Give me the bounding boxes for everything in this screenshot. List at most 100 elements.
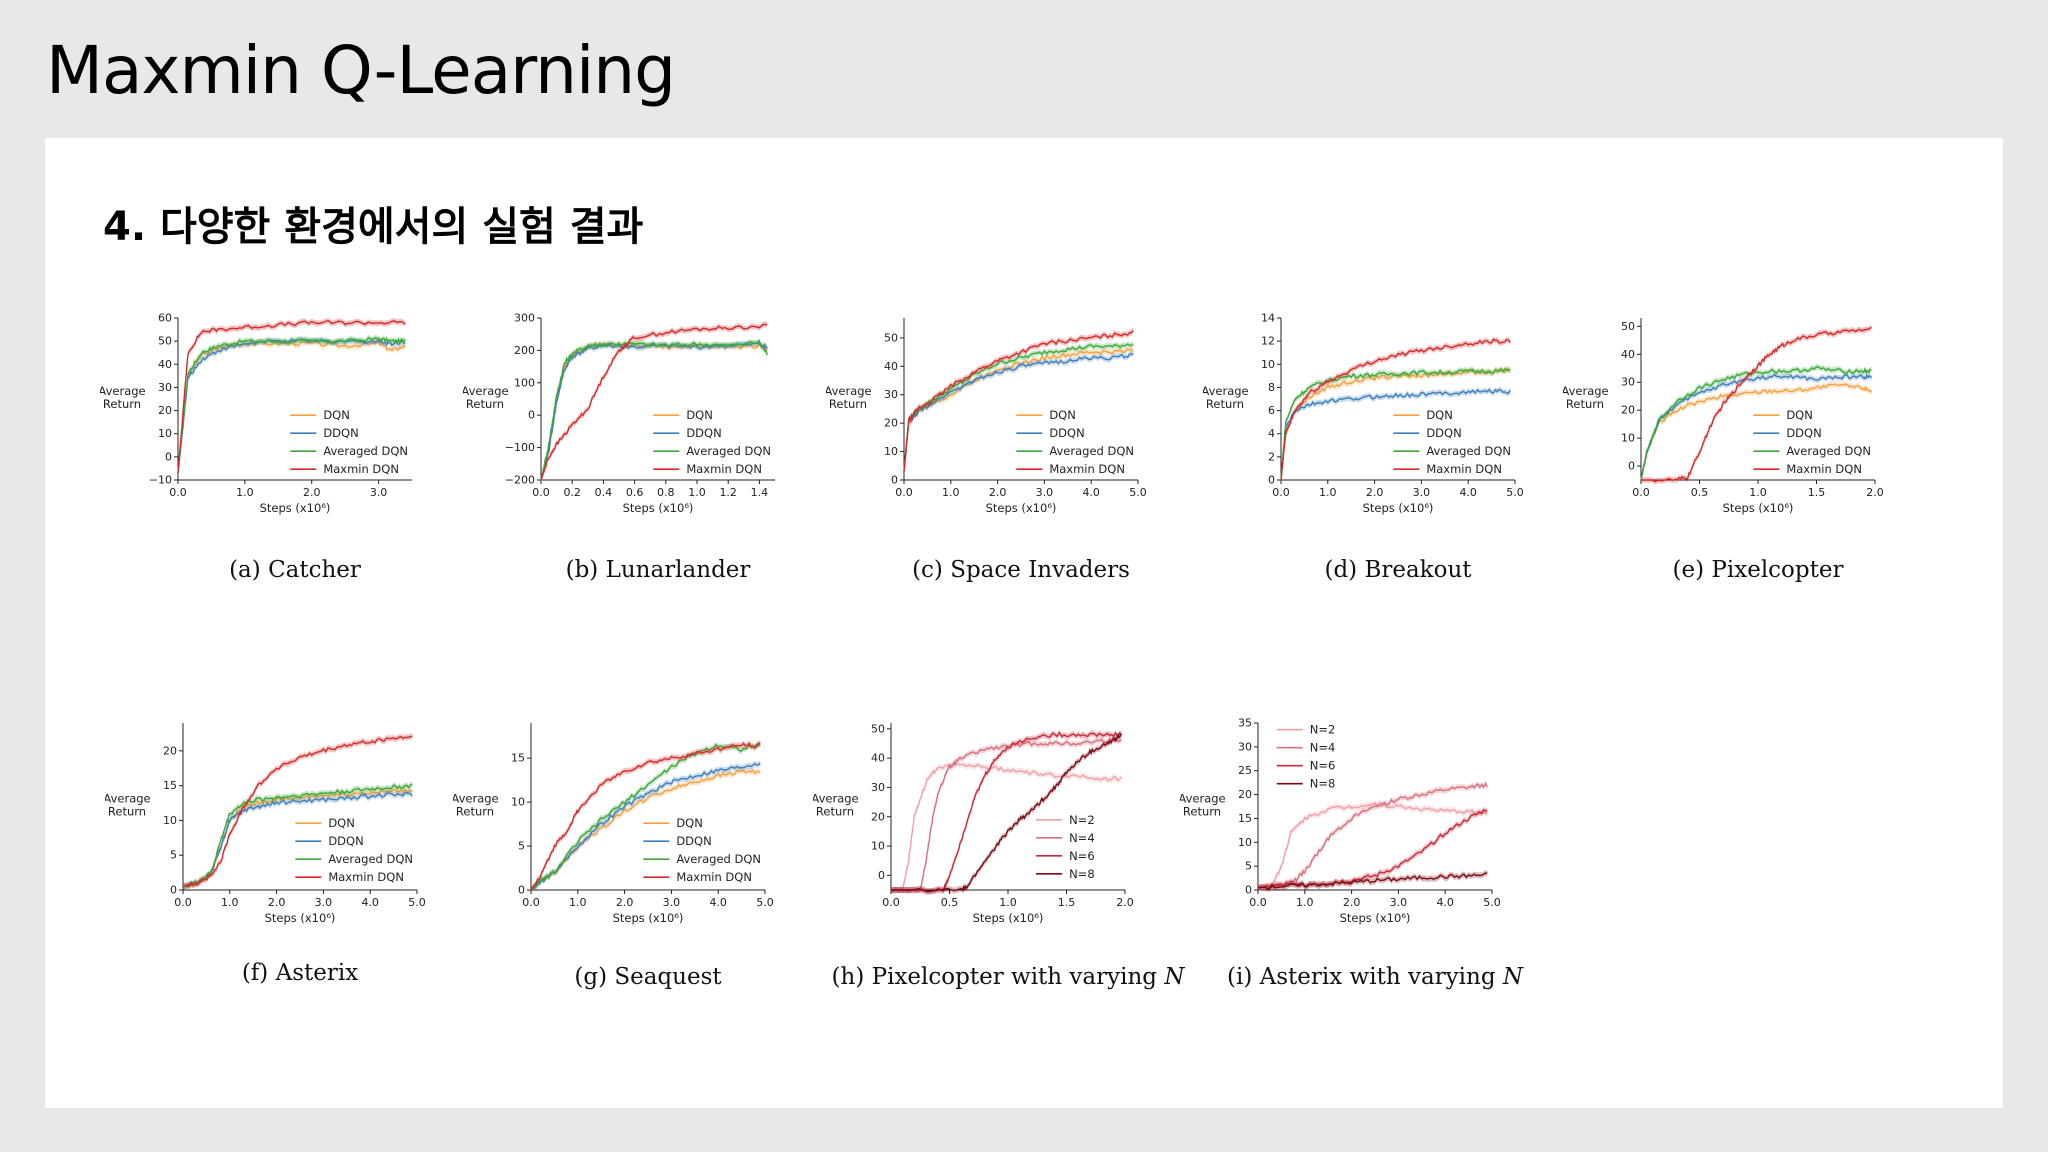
y-tick-label: 10 <box>158 427 172 440</box>
legend-entry: DDQN <box>323 426 358 440</box>
chart-svg: 0 10 20 30 40 50 0.0 0.5 1.0 1.5 2.0 Average Return S… <box>813 722 1133 925</box>
series-line-maxmin-dqn <box>903 329 1134 472</box>
y-tick-label: 20 <box>871 810 885 823</box>
x-tick-label: 0.5 <box>941 896 959 909</box>
caption-lunarlander: (b) Lunarlander <box>566 557 751 583</box>
series-line-averaged-dqn <box>540 339 768 481</box>
section-title: 4. 다양한 환경에서의 실험 결과 <box>103 204 644 250</box>
x-tick-label: 2.0 <box>303 486 321 499</box>
y-tick-label: −200 <box>505 474 535 487</box>
chart-svg: 0 5 10 15 20 25 30 35 0.0 1.0 2.0 3.0 4.0 5.0 Average R… <box>1180 717 1500 925</box>
y-tick-label: 40 <box>884 360 898 373</box>
x-tick-label: 5.0 <box>1506 486 1523 499</box>
legend-entry: DQN <box>1049 408 1076 422</box>
series-line-maxmin-dqn <box>1641 326 1872 483</box>
x-tick-label: 4.0 <box>1459 486 1477 499</box>
y-tick-label: 20 <box>1621 404 1635 417</box>
caption-label: (d) <box>1324 557 1365 583</box>
series-line-maxmin-dqn <box>530 742 761 891</box>
x-tick-label: 0.2 <box>563 486 581 499</box>
caption-label: (a) <box>229 557 269 583</box>
legend-entry: Averaged DQN <box>1786 444 1871 458</box>
series-line-n-4 <box>891 737 1122 893</box>
x-axis-label: Steps (x10⁶) <box>973 911 1044 925</box>
x-tick-label: 5.0 <box>1129 486 1146 499</box>
y-tick-label: 10 <box>1621 432 1635 445</box>
legend-entry: DDQN <box>1049 426 1084 440</box>
caption-space-invaders: (c) Space Invaders <box>912 557 1130 583</box>
legend-entry: Averaged DQN <box>328 852 413 866</box>
series-band-averaged-dqn <box>541 338 768 483</box>
x-tick-label: 3.0 <box>1036 486 1054 499</box>
caption-env: Asterix with varying <box>1259 964 1496 990</box>
y-tick-label: 50 <box>1621 320 1635 333</box>
y-axis-label: Average Return <box>105 792 151 819</box>
x-axis-label: Steps (x10⁶) <box>1723 501 1794 515</box>
x-tick-label: 1.5 <box>1058 896 1076 909</box>
x-tick-label: 0.0 <box>1272 486 1290 499</box>
y-tick-label: 100 <box>514 376 535 389</box>
x-tick-label: 2.0 <box>616 896 634 909</box>
chart-asterix-varying-n: 0 5 10 15 20 25 30 35 0.0 1.0 2.0 3.0 4.0 5.0 Average R… <box>1180 717 1500 932</box>
y-tick-label: 0 <box>528 409 535 422</box>
legend-entry: N=8 <box>1069 867 1095 881</box>
y-tick-label: 40 <box>1621 348 1635 361</box>
y-tick-label: 12 <box>1261 335 1275 348</box>
x-tick-label: 0.0 <box>169 486 187 499</box>
chart-breakout: 0 2 4 6 8 10 12 14 0.0 1.0 2.0 3.0 4.0 5.0 Average Retu… <box>1203 312 1523 522</box>
x-tick-label: 0.0 <box>1632 486 1650 499</box>
x-tick-label: 0.8 <box>657 486 675 499</box>
series-line-n-6 <box>891 731 1123 893</box>
y-tick-label: 4 <box>1268 427 1275 440</box>
x-axis-label: Steps (x10⁶) <box>1363 501 1434 515</box>
legend-entry: DQN <box>686 408 713 422</box>
chart-svg: 0 5 10 15 20 0.0 1.0 2.0 3.0 4.0 5.0 Average Return S… <box>105 723 425 925</box>
caption-env: Space Invaders <box>950 557 1130 583</box>
y-tick-label: 0 <box>518 884 525 897</box>
legend-entry: Maxmin DQN <box>1786 462 1862 476</box>
y-tick-label: 15 <box>1238 812 1252 825</box>
x-tick-label: 1.0 <box>942 486 960 499</box>
chart-svg: −10 0 10 20 30 40 50 60 0.0 1.0 2.0 3.0 Average Retur… <box>100 312 412 515</box>
y-tick-label: 20 <box>884 417 898 430</box>
x-tick-label: 4.0 <box>709 896 727 909</box>
x-tick-label: 1.0 <box>1296 896 1314 909</box>
x-tick-label: 1.0 <box>688 486 706 499</box>
x-tick-label: 1.0 <box>1319 486 1337 499</box>
x-axis-label: Steps (x10⁶) <box>1340 911 1411 925</box>
y-tick-label: 0 <box>1268 474 1275 487</box>
y-axis-label: Average Return <box>1563 384 1609 411</box>
chart-pixelcopter: 0 10 20 30 40 50 0.0 0.5 1.0 1.5 2.0 Average Return S… <box>1563 312 1883 522</box>
y-axis-label: Average Return <box>1180 792 1226 819</box>
y-tick-label: 25 <box>1238 764 1252 777</box>
y-tick-label: −10 <box>149 474 172 487</box>
legend-entry: DQN <box>1786 408 1813 422</box>
x-tick-label: 3.0 <box>315 896 333 909</box>
caption-env: Seaquest <box>614 964 722 990</box>
chart-lunarlander: −200 −100 0 100 200 300 0.0 0.2 0.4 0.6 0.8 1.0 1.2 1… <box>463 312 783 522</box>
caption-variable: N <box>1157 964 1185 990</box>
chart-svg: 0 10 20 30 40 50 0.0 0.5 1.0 1.5 2.0 Average Return S… <box>1563 318 1883 515</box>
y-tick-label: 50 <box>884 331 898 344</box>
legend-entry: Averaged DQN <box>686 444 771 458</box>
y-tick-label: 60 <box>158 312 172 325</box>
series-line-averaged-dqn <box>1280 367 1511 481</box>
y-tick-label: 20 <box>1238 788 1252 801</box>
caption-env: Breakout <box>1364 557 1472 583</box>
legend-entry: Maxmin DQN <box>1426 462 1502 476</box>
x-tick-label: 0.0 <box>1249 896 1267 909</box>
legend-entry: DDQN <box>328 834 363 848</box>
chart-seaquest: 0 5 10 15 0.0 1.0 2.0 3.0 4.0 5.0 Average Return Ste… <box>453 717 773 932</box>
x-tick-label: 3.0 <box>1390 896 1408 909</box>
y-tick-label: 50 <box>871 722 885 735</box>
y-tick-label: −100 <box>505 441 535 454</box>
y-tick-label: 15 <box>511 752 525 765</box>
series-line-averaged-dqn <box>1640 366 1872 481</box>
x-axis-label: Steps (x10⁶) <box>623 501 694 515</box>
x-tick-label: 2.0 <box>989 486 1007 499</box>
legend-entry: DDQN <box>1786 426 1821 440</box>
x-tick-label: 0.0 <box>895 486 913 499</box>
y-tick-label: 0 <box>891 474 898 487</box>
series-line-ddqn <box>903 353 1134 472</box>
x-tick-label: 2.0 <box>1343 896 1361 909</box>
